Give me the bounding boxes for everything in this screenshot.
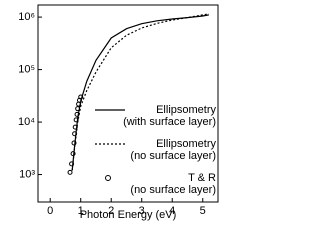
y-tick-label: 10⁴ (18, 116, 35, 128)
x-tick-label: 3 (139, 205, 145, 217)
x-axis-label: Photon Energy (eV) (80, 209, 177, 221)
x-tick-label: 5 (200, 205, 206, 217)
x-tick-label: 2 (108, 205, 114, 217)
data-point (71, 140, 77, 146)
legend-marker (105, 175, 111, 181)
data-point (74, 111, 80, 117)
data-point (75, 106, 81, 112)
x-tick-label: 4 (169, 205, 175, 217)
y-tick-label: 10⁶ (18, 11, 35, 23)
data-line (71, 14, 209, 171)
data-line (71, 13, 209, 171)
legend-label: T & R (no surface layer) (130, 172, 216, 196)
legend-label: Ellipsometry (no surface layer) (130, 138, 216, 162)
data-point (73, 117, 79, 123)
data-point (70, 151, 76, 157)
legend-label: Ellipsometry (with surface layer) (123, 104, 216, 128)
data-point (72, 131, 78, 137)
data-point (67, 169, 73, 175)
plot-frame (37, 4, 219, 203)
x-tick-label: 0 (47, 205, 53, 217)
data-point (69, 161, 75, 167)
y-tick-label: 10⁵ (18, 63, 35, 75)
data-point (78, 94, 84, 100)
y-tick-label: 10³ (19, 168, 35, 180)
x-tick-label: 1 (78, 205, 84, 217)
data-point (72, 124, 78, 130)
chart: Photon Energy (eV) 0 1 2 3 4 5 10³ 10⁴ 10⁵ 10⁶ Ell… (18, 4, 219, 221)
